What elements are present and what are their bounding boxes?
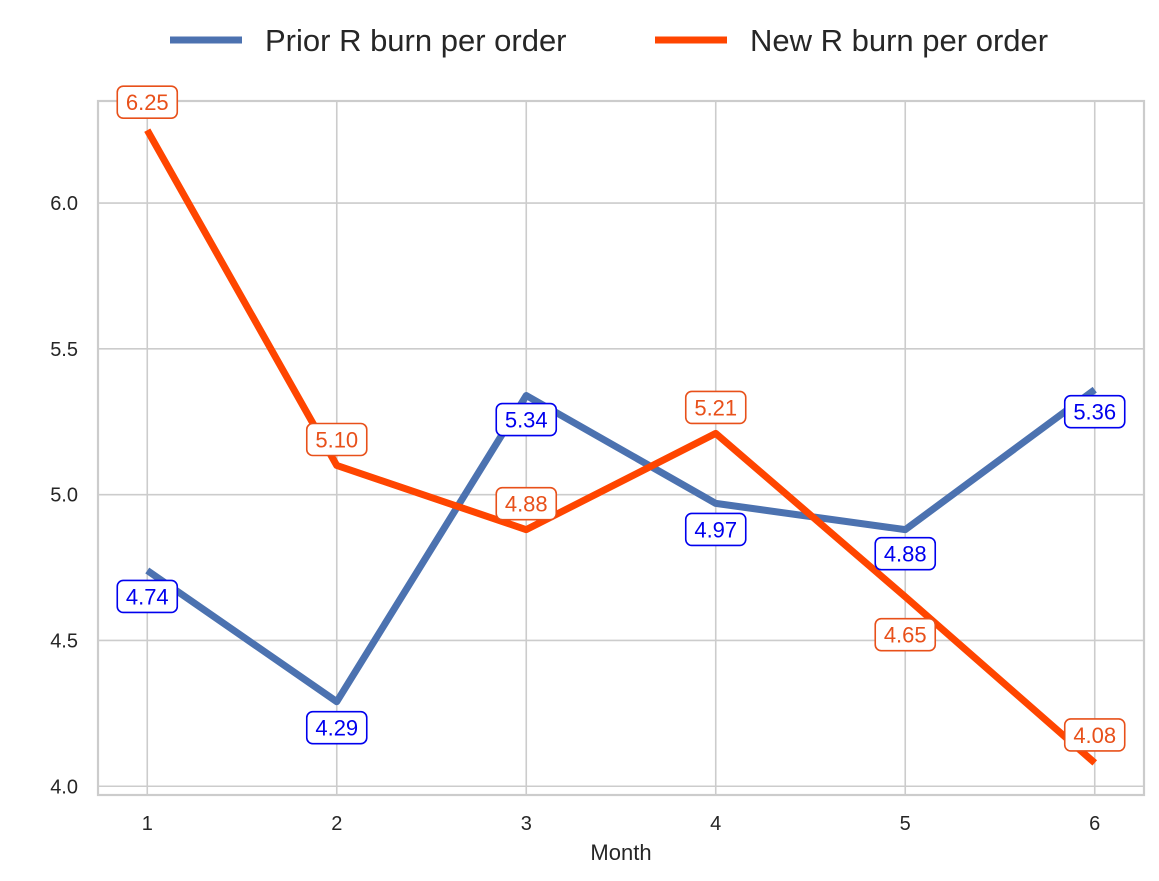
data-label-prior: 5.36 [1063, 394, 1126, 429]
data-label-text: 5.21 [694, 395, 737, 420]
data-label-prior: 4.88 [874, 536, 937, 571]
data-label-text: 5.34 [505, 408, 548, 433]
data-label-text: 5.10 [315, 427, 358, 452]
plot-area: 1 2 3 4 5 6 4.0 4.5 5.0 5.5 6.0 4.74 4.29 5.34 4.97 4.8… [50, 85, 1146, 835]
data-label-text: 4.74 [126, 584, 169, 609]
data-label-box [684, 512, 747, 547]
legend-item-prior: Prior R burn per order [170, 23, 567, 58]
legend-label: New R burn per order [750, 23, 1048, 58]
data-label-text: 6.25 [126, 90, 169, 115]
y-tick-label: 6.0 [50, 193, 78, 215]
legend-item-new: New R burn per order [655, 23, 1048, 58]
data-label-new: 5.10 [305, 422, 368, 457]
series-line-new [144, 128, 1098, 766]
data-label-box [116, 579, 179, 614]
data-label-box [684, 390, 747, 425]
data-label-new: 4.08 [1063, 718, 1126, 752]
data-label-prior: 4.97 [684, 512, 747, 547]
data-label-new: 6.25 [116, 85, 179, 119]
data-label-text: 4.65 [884, 623, 927, 648]
x-tick-label: 1 [142, 813, 153, 835]
legend-label: Prior R burn per order [265, 23, 567, 58]
x-tick-label: 6 [1089, 813, 1100, 835]
y-tick-label: 4.5 [50, 630, 78, 652]
data-label-text: 5.36 [1073, 400, 1116, 425]
data-label-text: 4.97 [694, 517, 737, 542]
data-label-prior: 5.34 [495, 402, 558, 437]
data-label-box [495, 486, 558, 521]
y-tick-label: 5.0 [50, 485, 78, 507]
x-tick-label: 5 [900, 813, 911, 835]
data-label-text: 4.08 [1073, 723, 1116, 748]
y-tick-label: 5.5 [50, 339, 78, 361]
data-label-new: 4.65 [874, 617, 937, 652]
data-label-new: 5.21 [684, 390, 747, 425]
series-line-prior [145, 386, 1097, 706]
data-label-text: 4.29 [315, 716, 358, 741]
data-label-box [874, 617, 937, 652]
data-label-box [1063, 394, 1126, 429]
plot-frame [96, 99, 1146, 797]
x-tick-label: 3 [521, 813, 532, 835]
x-tick-label: 2 [331, 813, 342, 835]
x-tick-label: 4 [710, 813, 721, 835]
data-label-text: 4.88 [884, 542, 927, 567]
data-label-box [874, 536, 937, 571]
x-axis-title: Month [590, 840, 651, 865]
y-tick-label: 4.0 [50, 776, 78, 798]
data-label-text: 4.88 [505, 492, 548, 517]
data-label-box [116, 85, 179, 119]
legend: Prior R burn per order New R burn per ord… [170, 23, 1048, 58]
data-label-new: 4.88 [495, 486, 558, 521]
data-label-box [305, 422, 368, 457]
data-label-prior: 4.29 [305, 710, 368, 745]
data-label-prior: 4.74 [116, 579, 179, 614]
data-label-box [1063, 718, 1126, 752]
data-label-box [495, 402, 558, 437]
data-label-box [305, 710, 368, 745]
